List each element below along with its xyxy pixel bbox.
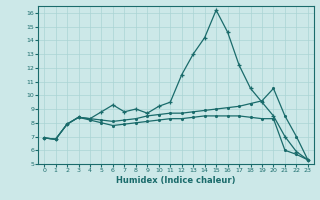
X-axis label: Humidex (Indice chaleur): Humidex (Indice chaleur)	[116, 176, 236, 185]
